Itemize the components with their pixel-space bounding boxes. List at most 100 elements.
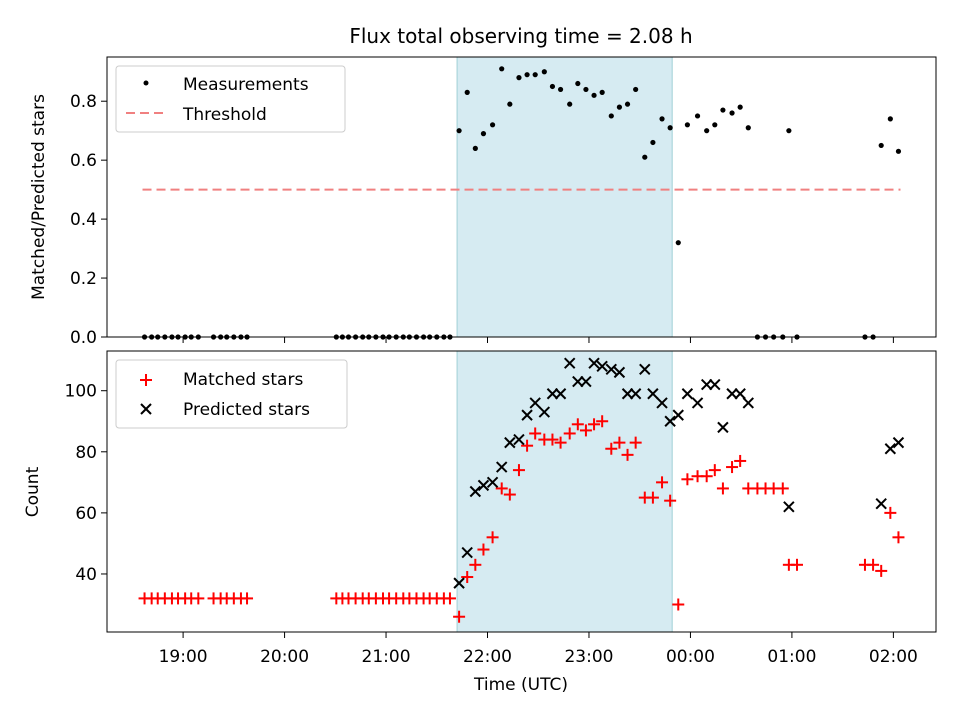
matched-point-45 [554, 436, 567, 449]
matched-point-40 [512, 464, 525, 477]
measurement-point-52 [616, 104, 623, 110]
x-tick-label-7: 02:00 [869, 647, 918, 667]
x-tick-label-5: 00:00 [666, 647, 715, 667]
predicted-point-19 [613, 366, 626, 379]
matched-point-46 [563, 427, 576, 440]
measurement-point-55 [642, 154, 648, 160]
measurement-point-43 [541, 69, 547, 75]
legend-predicted-label: Predicted stars [183, 400, 310, 420]
measurement-point-65 [729, 110, 735, 116]
measurement-point-47 [575, 80, 581, 87]
predicted-point-17 [596, 360, 608, 372]
predicted-point-29 [700, 378, 713, 391]
bottom-yticks-label-1: 60 [75, 504, 97, 524]
bottom-panel-shaded-interval [456, 350, 673, 633]
matched-point-37 [486, 531, 499, 544]
bottom-panel-frame [106, 350, 937, 633]
matched-point-51 [605, 442, 618, 455]
matched-point-34 [461, 571, 474, 584]
measurement-point-41 [524, 72, 530, 78]
matched-point-62 [700, 470, 713, 483]
measurement-point-67 [745, 125, 751, 131]
predicted-point-12 [554, 388, 567, 400]
top-panel-y-axis-label: Matched/Predicted stars [29, 94, 49, 300]
predicted-point-28 [691, 397, 704, 409]
matched-point-35 [469, 558, 482, 571]
x-tick-label-1: 20:00 [260, 647, 309, 667]
top-panel: 0.00.20.40.60.8 Matched/Predicted stars … [29, 56, 937, 348]
measurement-point-39 [507, 101, 513, 107]
predicted-point-30 [709, 378, 721, 391]
measurement-point-57 [659, 116, 665, 122]
predicted-point-23 [647, 388, 659, 400]
matched-point-75 [867, 558, 880, 571]
predicted-point-0 [453, 577, 465, 589]
predicted-point-20 [621, 388, 634, 400]
bottom-legend-box [115, 359, 348, 429]
legend-threshold-label: Threshold [182, 105, 267, 125]
top-panel-shaded-interval [456, 56, 673, 338]
matched-point-66 [734, 454, 747, 467]
matched-point-49 [588, 418, 601, 431]
matched-point-41 [521, 439, 534, 452]
top-yticks-label-3: 0.6 [70, 151, 97, 171]
predicted-point-27 [681, 388, 694, 400]
predicted-point-35 [783, 501, 795, 513]
measurement-point-60 [684, 122, 691, 128]
predicted-point-18 [605, 363, 618, 376]
predicted-point-15 [580, 375, 592, 388]
matched-stars-points [138, 415, 905, 623]
measurement-point-35 [472, 145, 478, 151]
measurement-point-45 [557, 86, 564, 93]
matched-point-76 [875, 564, 888, 577]
predicted-point-16 [588, 357, 600, 369]
matched-point-52 [613, 436, 626, 449]
measurement-point-34 [464, 89, 470, 95]
matched-point-48 [579, 424, 592, 437]
measurement-point-44 [549, 83, 556, 90]
measurement-point-36 [480, 131, 487, 137]
measurement-point-38 [499, 66, 505, 72]
measurement-point-59 [675, 240, 681, 246]
top-yticks-label-2: 0.4 [70, 210, 97, 230]
matched-point-38 [495, 482, 508, 495]
measurement-point-42 [532, 72, 538, 78]
measurement-point-66 [737, 104, 743, 110]
x-tick-label-6: 01:00 [767, 647, 816, 667]
predicted-point-14 [572, 375, 584, 388]
predicted-point-4 [486, 476, 499, 489]
predicted-point-31 [717, 421, 729, 434]
measurement-point-64 [720, 107, 726, 113]
matched-point-53 [621, 448, 634, 461]
measurement-point-56 [650, 139, 656, 146]
measurement-point-76 [878, 142, 884, 149]
matched-point-78 [892, 531, 905, 544]
matched-point-54 [629, 436, 642, 449]
matched-point-14 [241, 592, 254, 605]
legend-matched-label: Matched stars [183, 370, 303, 390]
matched-point-39 [503, 488, 516, 501]
top-yticks-label-4: 0.8 [70, 92, 97, 112]
matched-point-65 [726, 461, 739, 474]
predicted-point-21 [629, 388, 642, 400]
matched-point-71 [776, 482, 789, 495]
x-axis-label: Time (UTC) [473, 675, 568, 695]
predicted-point-5 [496, 461, 508, 473]
measurement-point-51 [608, 113, 614, 119]
measurement-point-78 [895, 148, 902, 154]
measurement-point-40 [516, 75, 522, 81]
predicted-point-38 [892, 436, 905, 449]
matched-point-59 [672, 598, 685, 611]
predicted-point-11 [546, 388, 559, 400]
predicted-point-8 [521, 409, 533, 421]
measurement-point-48 [583, 86, 589, 93]
matched-point-64 [716, 482, 729, 495]
measurement-point-49 [591, 92, 597, 98]
legend-matched-marker [140, 374, 152, 386]
x-tick-label-3: 22:00 [463, 647, 512, 667]
legend-measurements-label: Measurements [183, 75, 309, 95]
matched-point-44 [546, 433, 559, 446]
x-tick-label-4: 23:00 [564, 647, 613, 667]
chart-title: Flux total observing time = 2.08 h [349, 24, 692, 48]
